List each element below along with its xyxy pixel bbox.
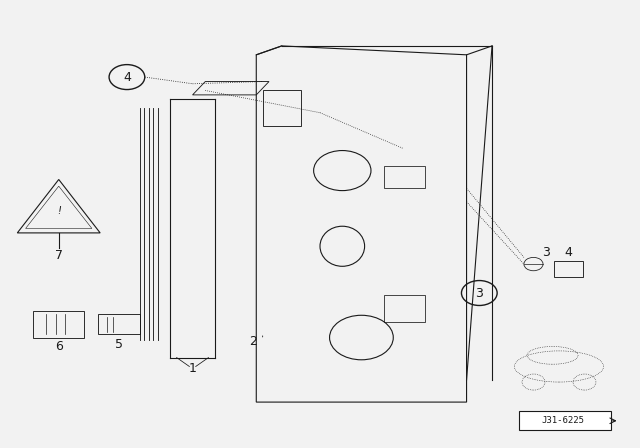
Text: 2: 2 — [249, 336, 257, 349]
Text: !: ! — [57, 206, 61, 215]
Text: 3: 3 — [476, 287, 483, 300]
FancyBboxPatch shape — [520, 411, 611, 430]
Text: 4: 4 — [564, 246, 572, 259]
Text: 4: 4 — [123, 71, 131, 84]
Text: 3: 3 — [542, 246, 550, 259]
Text: 5: 5 — [115, 338, 124, 351]
Text: J31-6225: J31-6225 — [541, 416, 585, 425]
Text: 7: 7 — [55, 249, 63, 262]
Text: 1: 1 — [189, 362, 196, 375]
Text: 6: 6 — [55, 340, 63, 353]
